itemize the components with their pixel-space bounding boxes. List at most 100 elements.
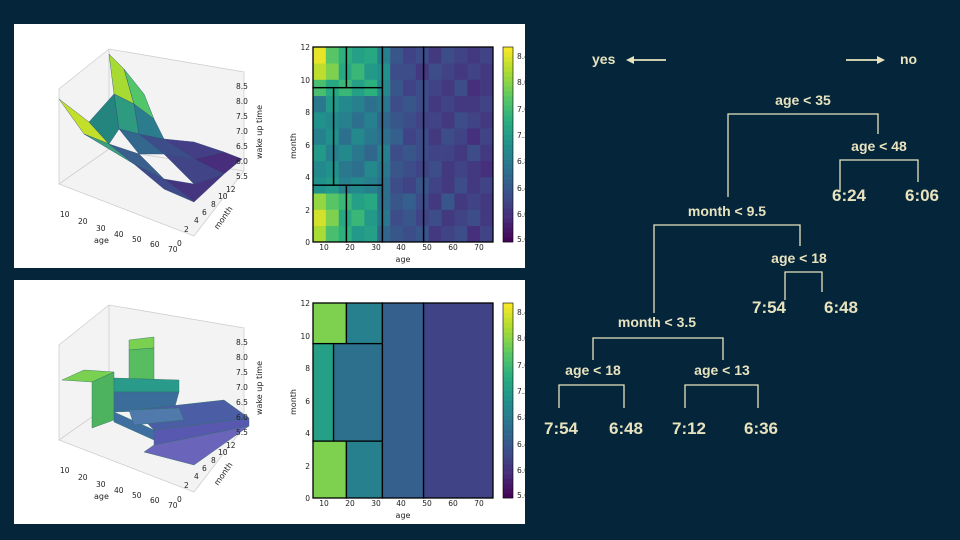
surface-z-tick: 7.5 (236, 112, 248, 121)
heatmap-cell (467, 79, 481, 97)
colorbar-segment (503, 303, 513, 309)
heatmap-cell (338, 47, 352, 64)
tree-node-age18a: age < 18 (771, 250, 827, 266)
heatmap-cell (351, 144, 365, 162)
surface-z-tick: 6.0 (236, 157, 248, 166)
heatmap-cell (467, 209, 481, 227)
decision-tree: yes no age < 35 age < 48 month < 9.5 age… (544, 51, 939, 438)
heatmap-y-tick: 0 (305, 238, 310, 247)
heatmap-y-tick: 10 (300, 76, 310, 85)
colorbar-segment (503, 346, 513, 353)
surface-y-tick: 0 (177, 239, 182, 248)
colorbar-tick: 6.4 (517, 184, 525, 193)
colorbar-segment (503, 444, 513, 450)
heatmap-cell (338, 128, 352, 145)
colorbar-frame (502, 302, 514, 499)
heatmap-cell (325, 63, 340, 80)
colorbar-segment (503, 227, 513, 233)
colorbar-tick: 6.8 (517, 157, 525, 166)
heatmap-cell (364, 144, 378, 162)
heatmap-cell (325, 225, 340, 243)
surface-z-label: wake up time (255, 105, 264, 159)
surface-z-tick: 6.5 (236, 398, 248, 407)
heatmap-cell (428, 63, 442, 80)
heatmap-x-tick: 20 (345, 243, 355, 252)
tree-leaf: 6:48 (824, 298, 858, 317)
heatmap-cell (377, 193, 391, 210)
heatmap-x-tick: 40 (396, 499, 406, 508)
heatmap-cell (454, 225, 468, 243)
heatmap-cell (390, 47, 404, 64)
surface-x-tick: 60 (150, 496, 160, 505)
tree-node-age48: age < 48 (851, 138, 907, 154)
colorbar-segment (503, 222, 513, 228)
heatmap-y-tick: 10 (300, 332, 310, 341)
heatmap-cell (428, 95, 442, 113)
heatmap-x-tick: 40 (396, 243, 406, 252)
colorbar-segment (503, 342, 513, 348)
heatmap-y-tick: 12 (300, 43, 310, 52)
colorbar-segment (503, 463, 513, 470)
heatmap-cell (428, 193, 442, 210)
tree-node-month35: month < 3.5 (618, 314, 696, 330)
colorbar-segment (503, 120, 513, 126)
colorbar-segment (503, 115, 513, 121)
surface-x-label: age (94, 236, 109, 245)
colorbar-tick: 5.6 (517, 491, 525, 500)
colorbar-segment (503, 66, 513, 72)
heatmap-cell (390, 160, 404, 178)
surface-x-tick: 40 (114, 230, 124, 239)
heatmap-cell (415, 225, 430, 243)
heatmap-cell (325, 47, 340, 64)
heatmap-cell (428, 177, 442, 194)
heatmap-cell (454, 79, 468, 97)
colorbar-segment (503, 168, 513, 175)
heatmap-cell (364, 47, 378, 64)
heatmap-cell (467, 225, 481, 243)
colorbar-segment (503, 307, 513, 314)
surface-z-tick: 6.5 (236, 142, 248, 151)
colorbar-segment (503, 356, 513, 362)
surface-y-tick: 0 (177, 495, 182, 504)
heatmap-cell (338, 193, 352, 210)
colorbar-segment (503, 381, 513, 387)
heatmap-cell (325, 193, 340, 210)
heatmap-x-tick: 30 (371, 499, 381, 508)
heatmap-cell (403, 225, 417, 243)
heatmap-cell (390, 79, 404, 97)
heatmap-x-tick: 70 (474, 499, 484, 508)
heatmap-y-tick: 4 (305, 173, 310, 182)
heatmap-cell (313, 112, 327, 129)
colorbar-segment (503, 459, 513, 465)
colorbar-segment (503, 317, 513, 323)
tree-node-root: age < 35 (775, 92, 831, 108)
heatmap-cell (313, 144, 327, 162)
colorbar-frame (502, 46, 514, 243)
heatmap-cell (364, 160, 378, 178)
heatmap-cell (467, 193, 481, 210)
colorbar-segment (503, 86, 513, 92)
heatmap-cell (454, 144, 468, 162)
colorbar-segment (503, 71, 513, 77)
heatmap-cell (428, 47, 442, 64)
colorbar-segment (503, 212, 513, 218)
surface-z-tick: 6.0 (236, 413, 248, 422)
colorbar-segment (503, 410, 513, 416)
heatmap-cell (364, 95, 378, 113)
heatmap-cell (403, 95, 417, 113)
surface-y-tick: 10 (218, 448, 228, 457)
heatmap-cell (377, 63, 391, 80)
heatmap-cell (415, 79, 430, 97)
colorbar-segment (503, 327, 513, 333)
colorbar-segment (503, 483, 513, 489)
heatmap-cell (428, 112, 442, 129)
colorbar-segment (503, 173, 513, 179)
colorbar-segment (503, 159, 513, 165)
heatmap-cell (428, 144, 442, 162)
colorbar-segment (503, 178, 513, 184)
heatmap-x-tick: 50 (422, 243, 432, 252)
heatmap-cell (467, 144, 481, 162)
colorbar-tick: 6.4 (517, 440, 525, 449)
colorbar-tick: 6.0 (517, 210, 525, 219)
colorbar-segment (503, 449, 513, 455)
